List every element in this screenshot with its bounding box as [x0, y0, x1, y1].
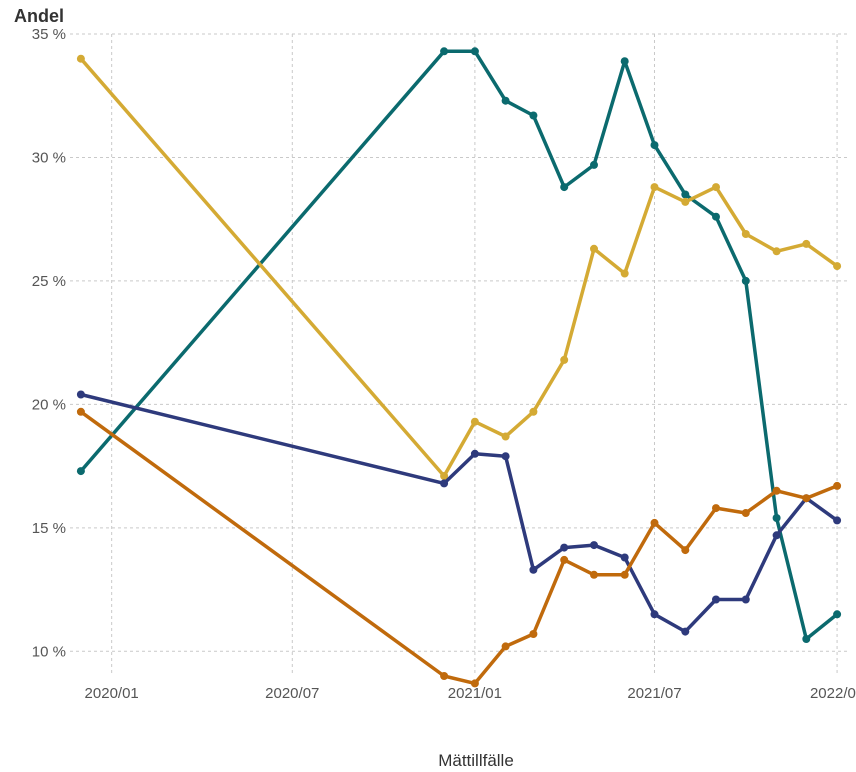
- data-point: [620, 269, 629, 278]
- data-point: [712, 212, 720, 221]
- data-point: [470, 679, 479, 688]
- data-point: [76, 407, 85, 416]
- data-point: [440, 479, 449, 488]
- data-point: [501, 452, 510, 461]
- series-line-3: [79, 392, 839, 634]
- data-point: [772, 531, 781, 540]
- data-point: [470, 47, 479, 56]
- series-line-1: [79, 49, 839, 641]
- y-tick-label: 30 %: [32, 149, 66, 166]
- series-line-2: [79, 56, 839, 478]
- y-axis-label: Andel: [14, 6, 64, 26]
- grid: [70, 33, 848, 676]
- data-point: [802, 494, 811, 503]
- data-point: [681, 190, 690, 199]
- x-tick-label: 2022/01: [810, 685, 856, 702]
- data-point: [833, 262, 842, 271]
- x-tick-label: 2020/01: [85, 685, 139, 702]
- data-point: [501, 432, 510, 441]
- data-point: [560, 555, 569, 564]
- data-point: [772, 486, 781, 495]
- data-point: [741, 276, 750, 285]
- data-point: [650, 518, 659, 527]
- data-point: [712, 183, 720, 192]
- data-point: [741, 230, 750, 238]
- data-point: [833, 516, 842, 525]
- data-point: [501, 642, 510, 651]
- data-point: [712, 595, 720, 604]
- data-point: [470, 449, 479, 458]
- y-tick-label: 25 %: [32, 273, 66, 290]
- x-tick-label: 2021/01: [448, 685, 502, 702]
- data-point: [650, 183, 659, 192]
- data-point: [650, 610, 659, 619]
- data-point: [76, 467, 85, 476]
- data-point: [772, 514, 781, 522]
- data-point: [681, 627, 690, 636]
- series-group: [76, 47, 842, 688]
- data-point: [620, 553, 629, 562]
- x-axis-label: Mättillfälle: [438, 751, 514, 770]
- data-point: [440, 47, 449, 56]
- data-point: [620, 570, 629, 579]
- data-point: [590, 160, 598, 169]
- data-point: [501, 96, 510, 105]
- data-point: [440, 672, 449, 680]
- data-point: [529, 111, 538, 120]
- axes: 10 % 15 % 20 % 25 % 30 % 35 % 2020/01 2020/07 20…: [32, 26, 856, 702]
- x-tick-label: 2020/07: [265, 685, 319, 702]
- data-point: [802, 635, 811, 643]
- data-point: [650, 141, 659, 150]
- data-point: [620, 57, 629, 66]
- data-point: [590, 570, 598, 579]
- y-tick-label: 35 %: [32, 26, 66, 43]
- data-point: [76, 390, 85, 399]
- data-point: [681, 546, 690, 555]
- y-tick-label: 15 %: [32, 520, 66, 537]
- data-point: [741, 509, 750, 517]
- data-point: [681, 197, 690, 206]
- data-point: [590, 244, 598, 253]
- data-point: [440, 472, 449, 480]
- y-tick-label: 20 %: [32, 396, 66, 413]
- data-point: [470, 417, 479, 426]
- x-tick-label: 2021/07: [627, 685, 681, 702]
- data-point: [741, 595, 750, 604]
- data-point: [560, 183, 569, 192]
- y-tick-label: 10 %: [32, 643, 66, 660]
- data-point: [529, 407, 538, 416]
- data-point: [802, 239, 811, 248]
- data-point: [560, 543, 569, 552]
- data-point: [833, 481, 842, 490]
- data-point: [76, 54, 85, 63]
- data-point: [560, 355, 569, 364]
- data-point: [712, 504, 720, 513]
- data-point: [772, 247, 781, 256]
- data-point: [529, 630, 538, 638]
- data-point: [833, 610, 842, 619]
- data-point: [590, 541, 598, 550]
- data-point: [529, 565, 538, 574]
